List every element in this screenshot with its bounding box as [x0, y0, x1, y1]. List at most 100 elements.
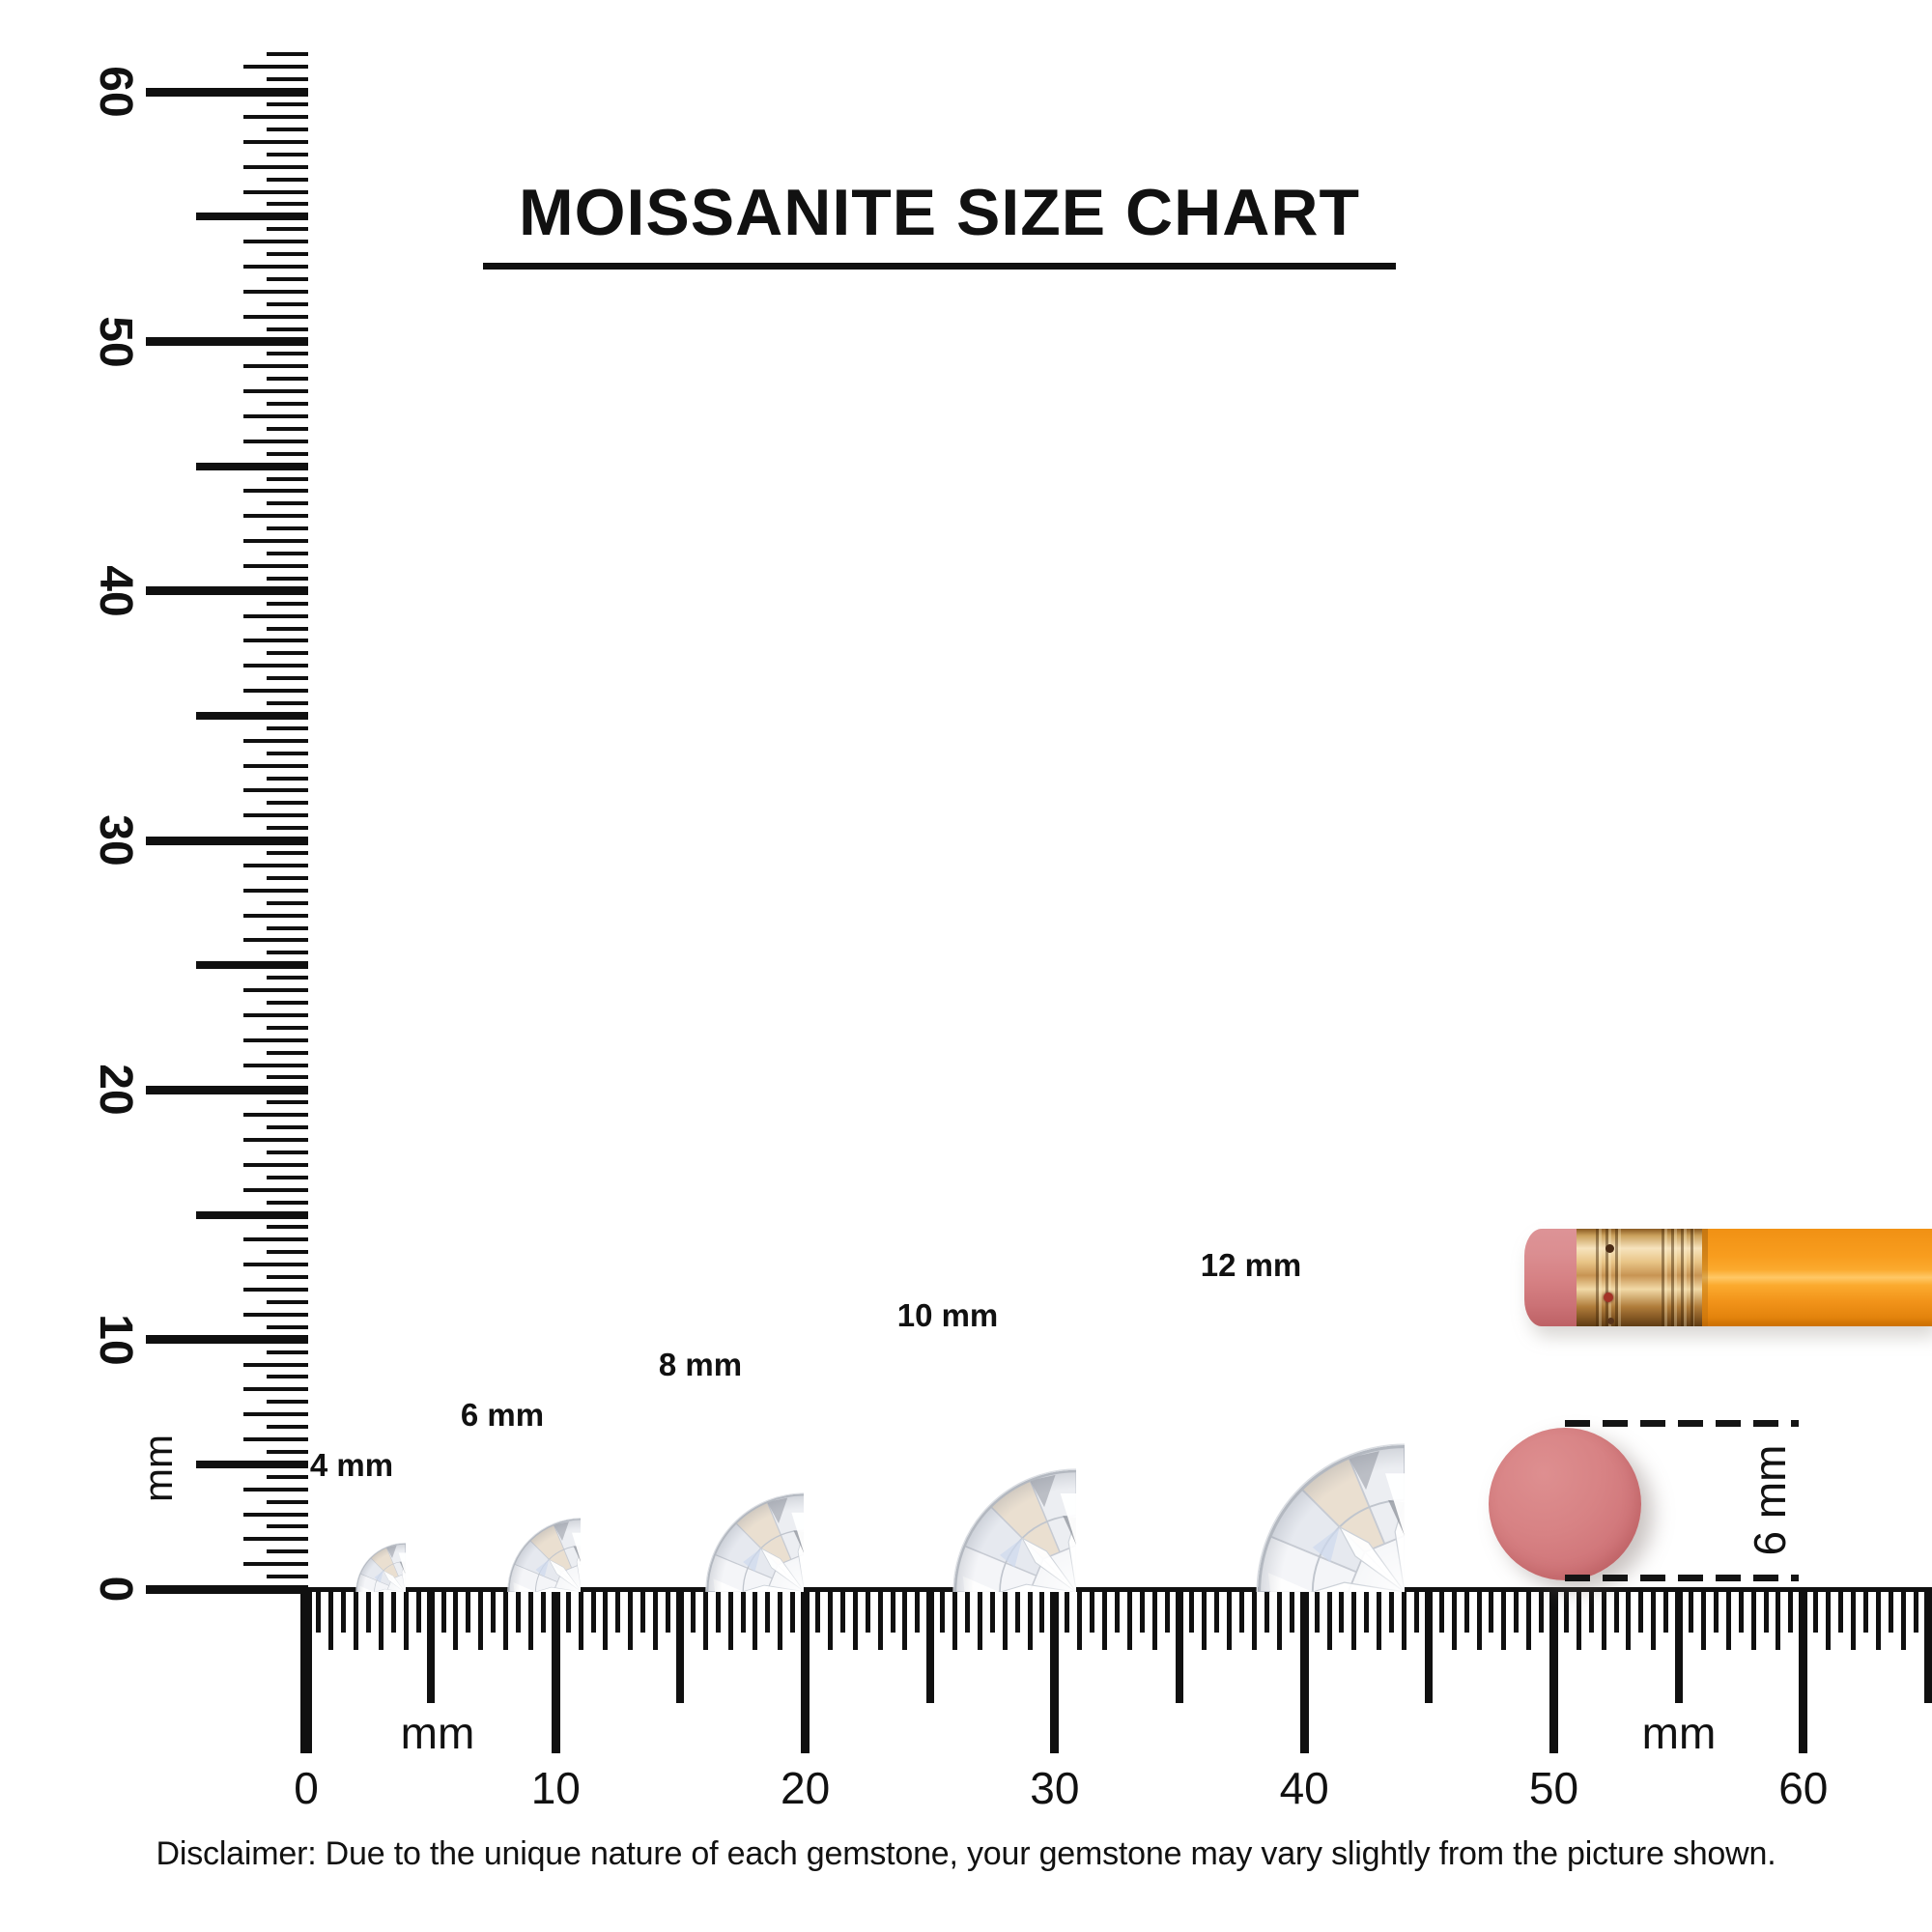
vertical-ruler-tick	[267, 202, 308, 207]
horizontal-ruler-tick	[527, 1589, 533, 1650]
vertical-ruler-tick	[267, 327, 308, 331]
vertical-ruler-tick	[243, 863, 308, 867]
horizontal-ruler-tick	[1289, 1589, 1294, 1633]
vertical-ruler-number: 60	[90, 66, 141, 118]
horizontal-ruler-tick	[865, 1589, 870, 1633]
vertical-ruler-tick	[243, 738, 308, 743]
horizontal-ruler-tick	[378, 1589, 384, 1650]
horizontal-ruler-tick	[1689, 1589, 1694, 1633]
vertical-ruler-tick	[146, 337, 308, 346]
horizontal-ruler-tick	[1164, 1589, 1170, 1633]
horizontal-ruler-tick	[952, 1589, 958, 1650]
horizontal-ruler-tick	[727, 1589, 733, 1650]
horizontal-ruler-tick	[1139, 1589, 1145, 1633]
vertical-ruler-tick	[146, 1335, 308, 1345]
vertical-ruler-tick	[267, 676, 308, 681]
horizontal-ruler-tick	[1276, 1589, 1282, 1650]
vertical-ruler-number: 40	[90, 565, 141, 617]
horizontal-ruler-tick	[666, 1589, 671, 1633]
horizontal-ruler-tick	[1776, 1589, 1781, 1650]
horizontal-ruler-tick	[1102, 1589, 1108, 1650]
horizontal-ruler-tick	[1077, 1589, 1083, 1650]
horizontal-ruler-tick	[516, 1589, 522, 1633]
vertical-ruler-tick	[267, 177, 308, 182]
horizontal-ruler-tick	[1050, 1589, 1060, 1753]
vertical-ruler-tick	[196, 462, 308, 470]
gem-8mm	[605, 1392, 805, 1592]
vertical-ruler-tick	[267, 1474, 308, 1479]
vertical-ruler-tick	[243, 1113, 308, 1118]
horizontal-ruler-tick	[366, 1589, 372, 1633]
vertical-ruler-tick	[267, 1549, 308, 1554]
horizontal-ruler-number: 10	[530, 1763, 581, 1813]
vertical-ruler-tick	[243, 938, 308, 943]
horizontal-ruler-tick	[1588, 1589, 1594, 1633]
horizontal-ruler-tick	[1875, 1589, 1881, 1650]
vertical-ruler-tick	[267, 875, 308, 880]
vertical-ruler-tick	[267, 1425, 308, 1430]
horizontal-ruler-tick	[1027, 1589, 1033, 1650]
horizontal-ruler-tick	[341, 1589, 347, 1633]
vertical-ruler-tick	[267, 1575, 308, 1579]
gem-label-10mm: 10 mm	[896, 1296, 999, 1333]
horizontal-ruler-tick	[1750, 1589, 1756, 1650]
vertical-ruler-tick	[243, 788, 308, 793]
vertical-ruler-tick	[267, 1324, 308, 1329]
horizontal-ruler-tick	[354, 1589, 359, 1650]
vertical-ruler-tick	[267, 751, 308, 755]
vertical-ruler-tick	[243, 1487, 308, 1492]
measure-dash-bottom	[1565, 1575, 1799, 1581]
horizontal-ruler-tick	[915, 1589, 921, 1633]
horizontal-ruler-tick	[603, 1589, 609, 1650]
horizontal-ruler-tick	[1476, 1589, 1482, 1650]
vertical-ruler-tick	[267, 152, 308, 156]
vertical-ruler-tick	[243, 364, 308, 369]
vertical-ruler-tick	[267, 976, 308, 980]
vertical-ruler-tick	[267, 1375, 308, 1379]
horizontal-ruler-tick	[540, 1589, 546, 1633]
vertical-ruler-tick	[243, 1263, 308, 1267]
horizontal-ruler-tick	[1189, 1589, 1195, 1633]
vertical-ruler-tick	[243, 1362, 308, 1367]
horizontal-ruler-tick	[300, 1589, 312, 1753]
horizontal-ruler-tick	[565, 1589, 571, 1633]
vertical-ruler-tick	[243, 1162, 308, 1167]
vertical-ruler-tick	[267, 1175, 308, 1179]
vertical-ruler-tick	[146, 1085, 308, 1094]
vertical-ruler-tick	[243, 265, 308, 269]
vertical-ruler-tick	[243, 1562, 308, 1567]
vertical-ruler-tick	[267, 826, 308, 831]
vertical-ruler-number: 20	[90, 1064, 141, 1117]
vertical-ruler-tick	[243, 664, 308, 668]
horizontal-ruler-tick	[1252, 1589, 1258, 1650]
vertical-ruler-tick	[196, 1210, 308, 1219]
horizontal-ruler-tick	[390, 1589, 396, 1633]
vertical-ruler-tick	[267, 1449, 308, 1454]
gem-4mm	[305, 1492, 405, 1592]
vertical-ruler-tick	[243, 1312, 308, 1317]
horizontal-ruler-tick	[778, 1589, 783, 1650]
horizontal-ruler-tick	[1725, 1589, 1731, 1650]
horizontal-ruler-tick	[753, 1589, 758, 1650]
horizontal-ruler-tick	[740, 1589, 746, 1633]
vertical-ruler-tick	[267, 377, 308, 382]
gem-6mm	[432, 1442, 582, 1592]
vertical-ruler-tick	[267, 1299, 308, 1304]
eraser-size-label: 6 mm	[1745, 1444, 1795, 1556]
vertical-ruler-tick	[267, 1200, 308, 1205]
vertical-ruler-tick	[267, 52, 308, 57]
vertical-ruler-number: 50	[90, 315, 141, 368]
horizontal-ruler-tick	[1913, 1589, 1918, 1633]
vertical-ruler-tick	[267, 352, 308, 356]
horizontal-ruler-tick	[1114, 1589, 1120, 1633]
vertical-ruler-tick	[267, 576, 308, 581]
horizontal-ruler-tick	[1126, 1589, 1132, 1650]
vertical-ruler-tick	[196, 711, 308, 720]
horizontal-ruler-unit-left: mm	[400, 1708, 475, 1758]
vertical-ruler-tick	[243, 1412, 308, 1417]
horizontal-ruler-tick	[1850, 1589, 1856, 1650]
horizontal-ruler-tick	[403, 1589, 409, 1650]
horizontal-ruler-tick	[440, 1589, 446, 1633]
vertical-ruler-tick	[267, 851, 308, 855]
horizontal-ruler-tick	[466, 1589, 471, 1633]
